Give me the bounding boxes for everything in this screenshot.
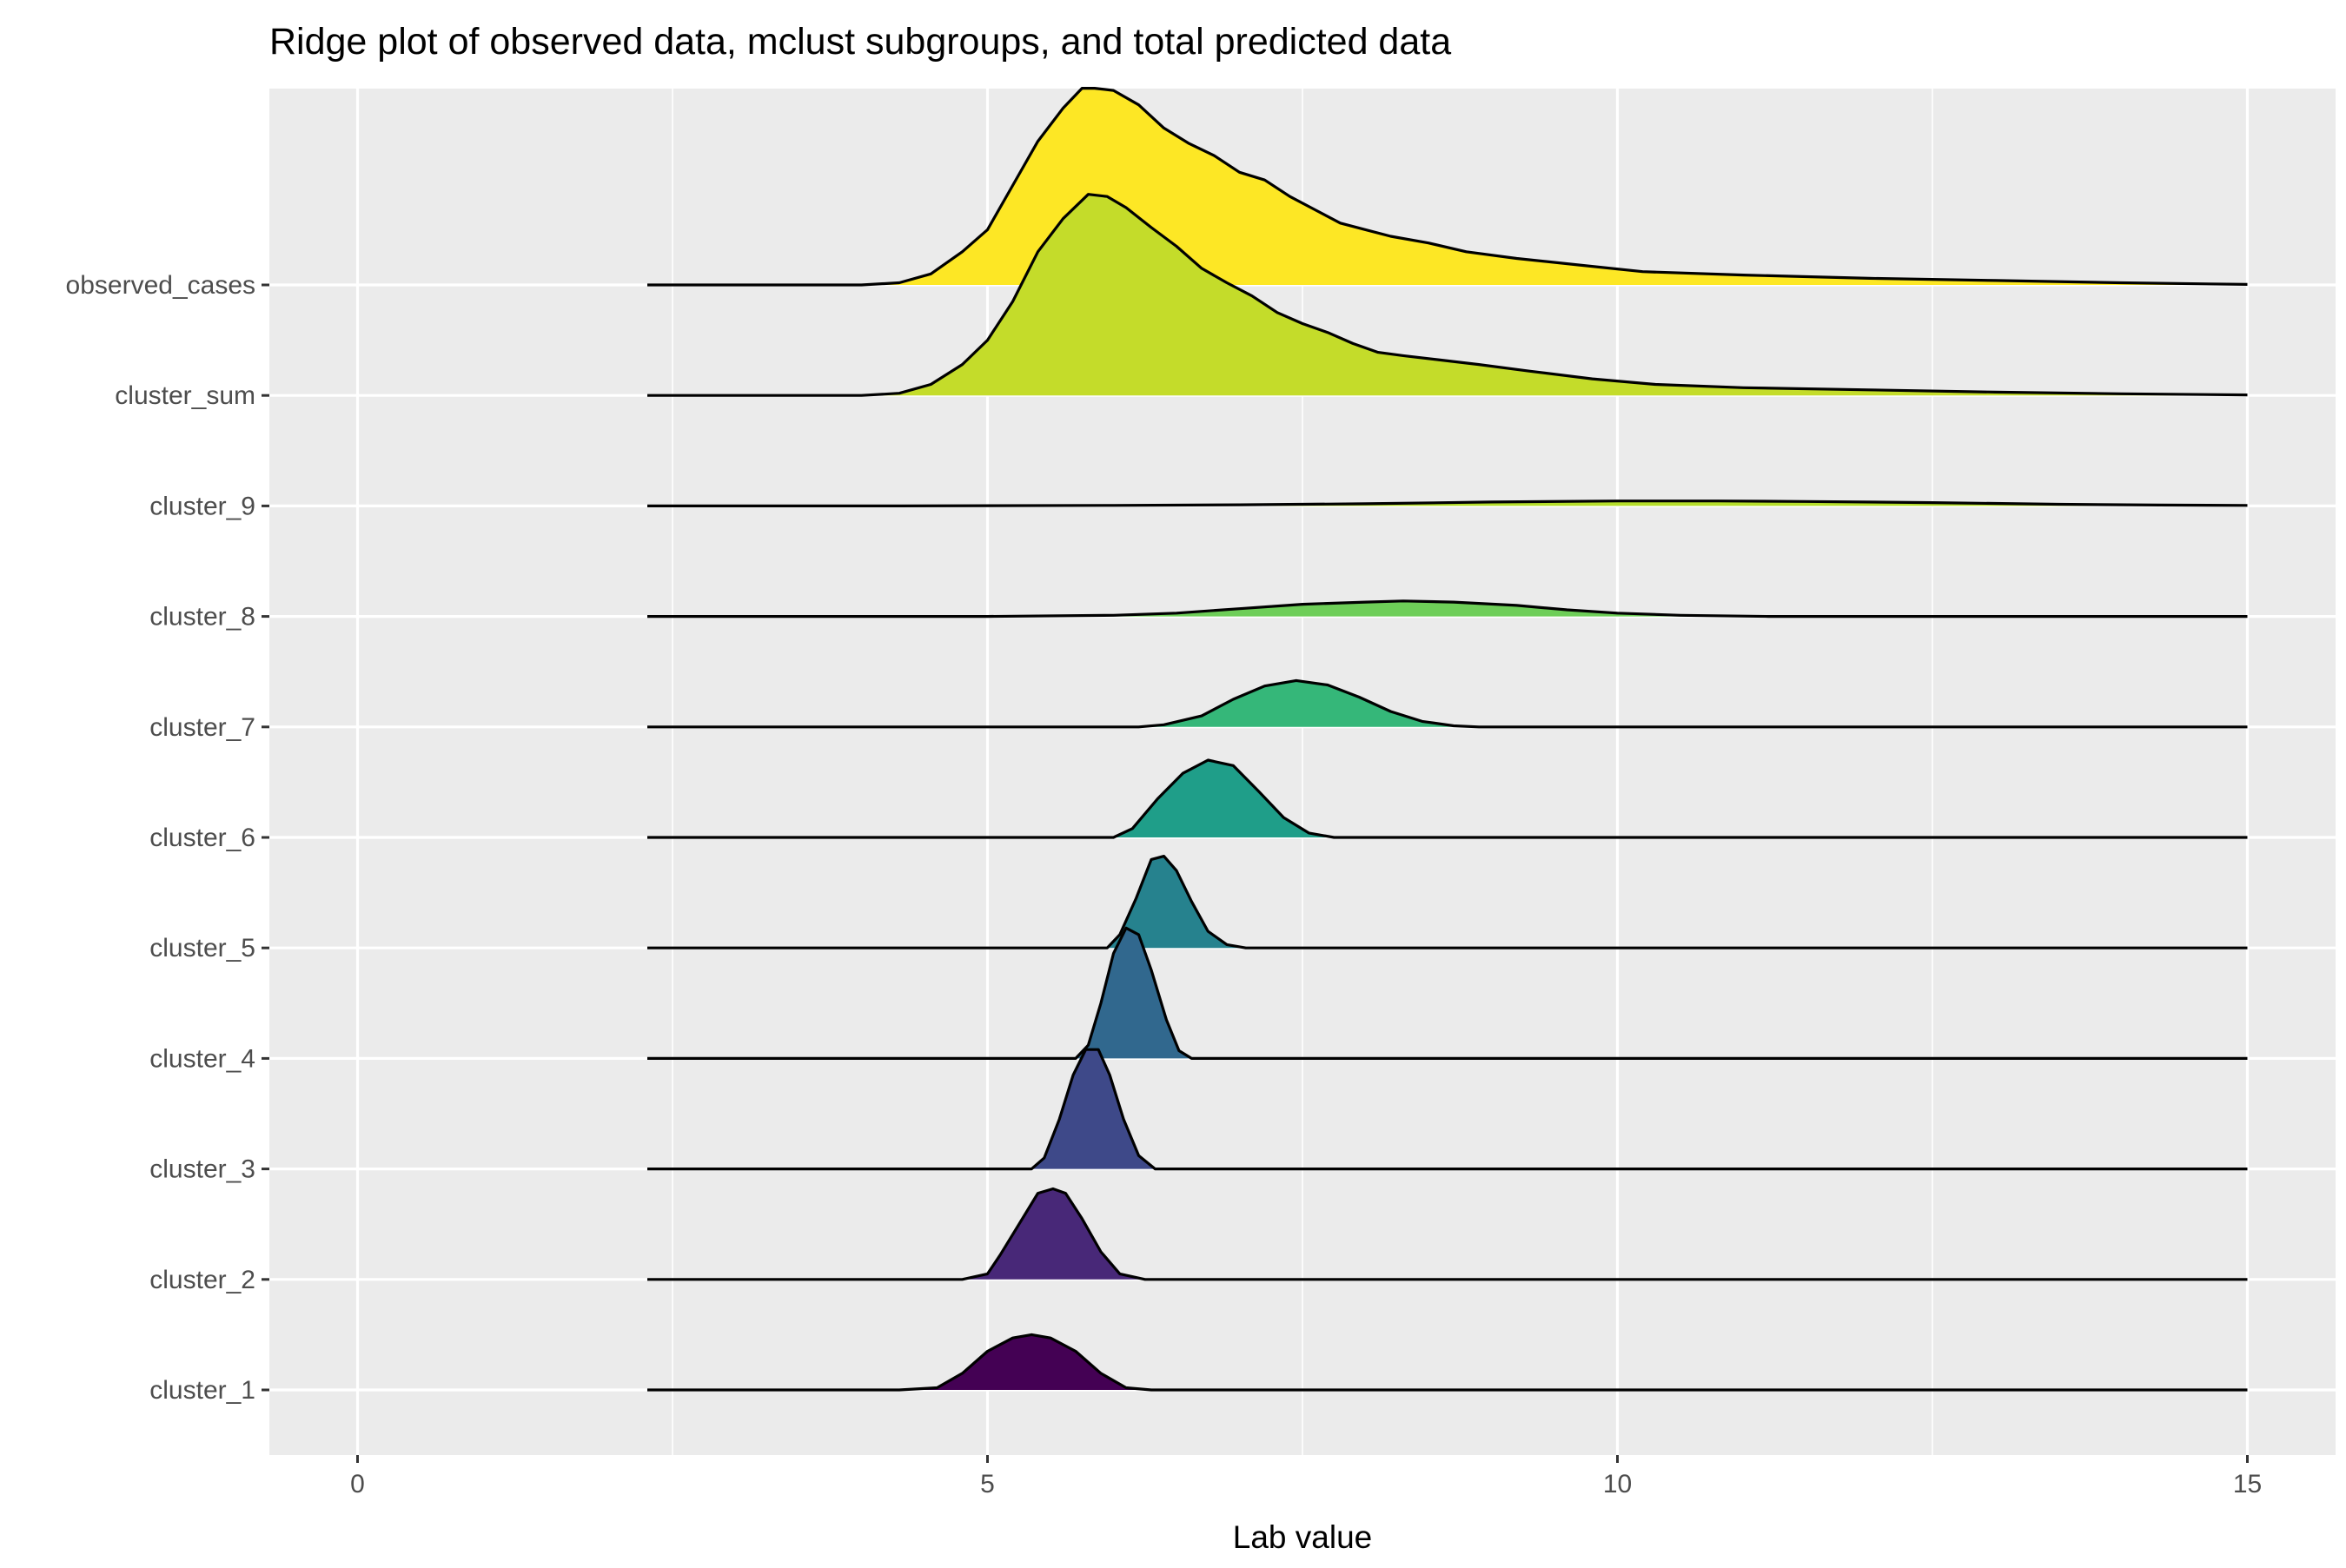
- ridge-fill-observed_cases: [647, 88, 2248, 285]
- ridge-line-cluster_9: [647, 500, 2248, 507]
- y-tick-label-cluster_7: cluster_7: [149, 713, 255, 742]
- ridge-line-cluster_6: [647, 758, 2248, 839]
- ridge-cluster_9: [647, 500, 2248, 507]
- y-tick-label-cluster_4: cluster_4: [149, 1044, 255, 1073]
- y-tick-label-cluster_2: cluster_2: [149, 1266, 255, 1294]
- y-tick-label-observed_cases: observed_cases: [66, 271, 255, 300]
- y-tick-label-cluster_3: cluster_3: [149, 1155, 255, 1184]
- x-tick-label: 5: [980, 1470, 995, 1499]
- ridge-cluster_5: [647, 855, 2248, 949]
- ridge-cluster_1: [647, 1333, 2248, 1392]
- ridge-line-cluster_sum: [647, 193, 2248, 397]
- ridge-cluster_4: [647, 926, 2248, 1060]
- ridge-line-cluster_8: [647, 599, 2248, 619]
- chart-title: Ridge plot of observed data, mclust subg…: [269, 21, 1451, 63]
- ridge-line-cluster_3: [647, 1048, 2248, 1171]
- ridge-cluster_2: [647, 1187, 2248, 1281]
- ridge-cluster_8: [647, 599, 2248, 619]
- ridge-fill-cluster_sum: [647, 194, 2248, 396]
- y-tick-label-cluster_6: cluster_6: [149, 824, 255, 852]
- ridge-fill-cluster_8: [647, 600, 2248, 617]
- x-tick-label: 10: [1603, 1470, 1632, 1499]
- ridge-cluster_3: [647, 1048, 2248, 1171]
- y-tick-label-cluster_8: cluster_8: [149, 603, 255, 632]
- ridge-cluster_6: [647, 758, 2248, 839]
- x-tick-label: 0: [350, 1470, 365, 1499]
- y-axis: cluster_1 cluster_2 cluster_3 cluster_4 clus…: [66, 271, 269, 1405]
- ridge-line-cluster_5: [647, 855, 2248, 949]
- x-axis-title: Lab value: [1233, 1519, 1372, 1555]
- ridge-cluster_7: [647, 678, 2248, 729]
- ridge-cluster_sum: [647, 193, 2248, 397]
- ridge-line-cluster_1: [647, 1333, 2248, 1392]
- ridge-fill-cluster_2: [647, 1188, 2248, 1280]
- y-tick-label-cluster_sum: cluster_sum: [115, 381, 255, 410]
- ridge-line-cluster_2: [647, 1187, 2248, 1281]
- ridge-observed_cases: [647, 87, 2248, 287]
- ridge-line-cluster_7: [647, 678, 2248, 729]
- y-tick-label-cluster_5: cluster_5: [149, 934, 255, 963]
- y-tick-label-cluster_1: cluster_1: [149, 1376, 255, 1405]
- x-axis: 0 5 10 15: [350, 1455, 2262, 1499]
- ridges: [647, 87, 2248, 1392]
- ridge-line-cluster_4: [647, 926, 2248, 1060]
- ridge-fill-cluster_1: [647, 1334, 2248, 1390]
- ridge-line-observed_cases: [647, 87, 2248, 287]
- x-tick-label: 15: [2233, 1470, 2262, 1499]
- y-tick-label-cluster_9: cluster_9: [149, 492, 255, 520]
